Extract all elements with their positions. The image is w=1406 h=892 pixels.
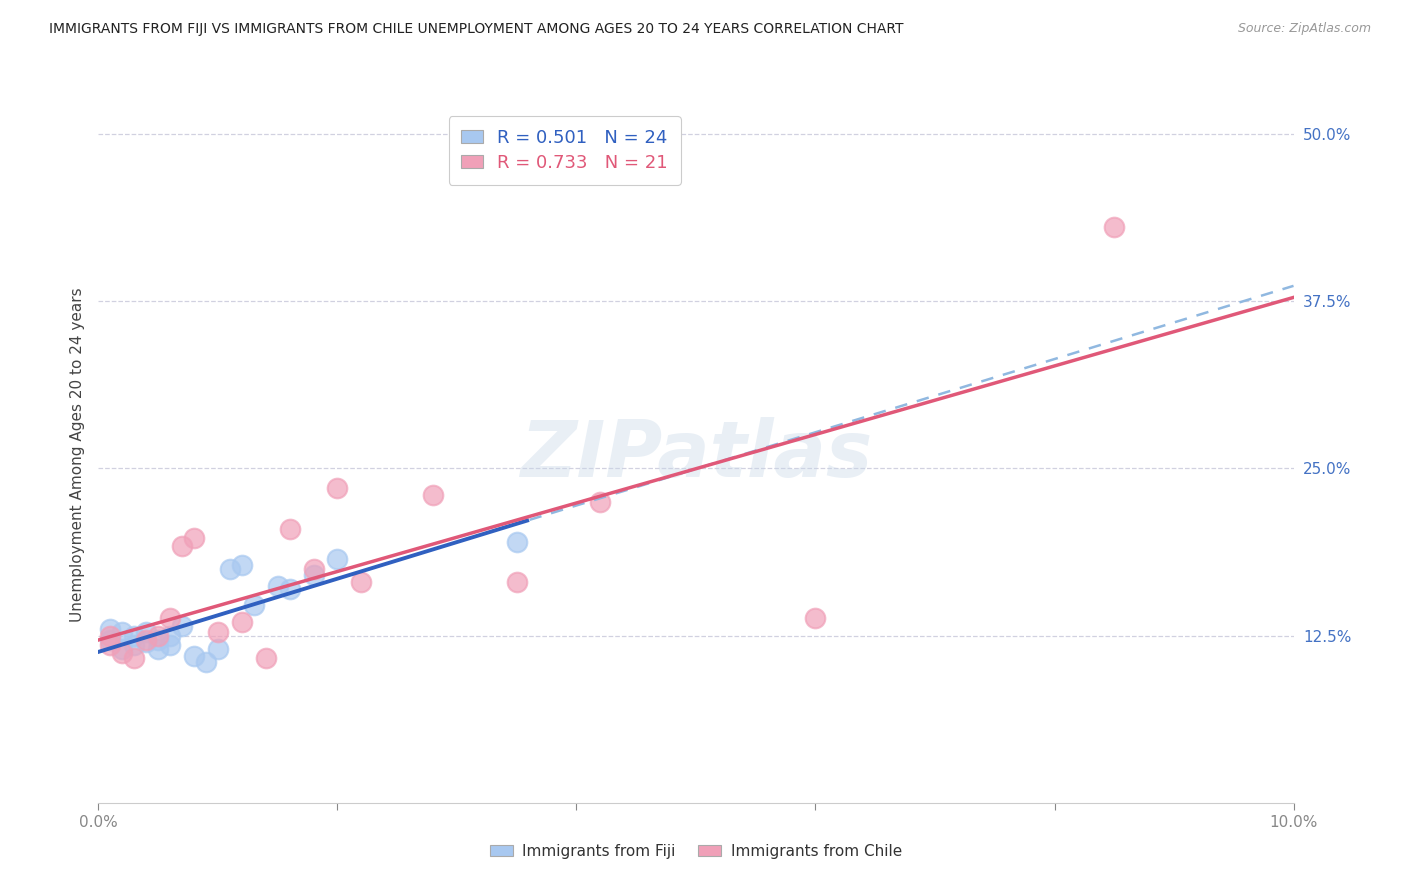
Point xyxy=(326,552,349,566)
Point xyxy=(589,494,612,508)
Point xyxy=(148,632,170,647)
Point xyxy=(98,632,122,647)
Point xyxy=(159,628,181,642)
Point xyxy=(278,521,301,535)
Point xyxy=(422,488,444,502)
Point xyxy=(98,638,122,652)
Text: IMMIGRANTS FROM FIJI VS IMMIGRANTS FROM CHILE UNEMPLOYMENT AMONG AGES 20 TO 24 Y: IMMIGRANTS FROM FIJI VS IMMIGRANTS FROM … xyxy=(49,22,904,37)
Point xyxy=(148,628,170,642)
Point xyxy=(207,624,229,639)
Legend: Immigrants from Fiji, Immigrants from Chile: Immigrants from Fiji, Immigrants from Ch… xyxy=(484,838,908,864)
Point xyxy=(219,562,242,576)
Point xyxy=(207,642,229,657)
Point xyxy=(135,635,157,649)
Point xyxy=(278,582,301,596)
Text: ZIPatlas: ZIPatlas xyxy=(520,417,872,493)
Point xyxy=(183,531,205,545)
Point xyxy=(804,611,827,625)
Point xyxy=(231,615,253,630)
Y-axis label: Unemployment Among Ages 20 to 24 years: Unemployment Among Ages 20 to 24 years xyxy=(69,287,84,623)
Point xyxy=(506,575,529,590)
Text: Source: ZipAtlas.com: Source: ZipAtlas.com xyxy=(1237,22,1371,36)
Point xyxy=(98,622,122,636)
Point xyxy=(124,651,146,665)
Point xyxy=(135,624,157,639)
Point xyxy=(254,651,277,665)
Point xyxy=(231,558,253,572)
Point xyxy=(124,628,146,642)
Point xyxy=(111,642,134,657)
Point xyxy=(124,638,146,652)
Point xyxy=(506,534,529,549)
Point xyxy=(1104,220,1126,235)
Point xyxy=(326,482,349,496)
Point xyxy=(98,628,122,642)
Point xyxy=(135,632,157,647)
Point xyxy=(267,579,290,593)
Point xyxy=(172,539,194,553)
Point xyxy=(159,611,181,625)
Point xyxy=(243,598,266,612)
Point xyxy=(172,619,194,633)
Point xyxy=(302,568,325,582)
Point xyxy=(148,642,170,657)
Point xyxy=(302,562,325,576)
Point xyxy=(195,655,218,669)
Point xyxy=(183,648,205,663)
Point xyxy=(350,575,373,590)
Point xyxy=(159,638,181,652)
Point xyxy=(111,624,134,639)
Point xyxy=(111,646,134,660)
